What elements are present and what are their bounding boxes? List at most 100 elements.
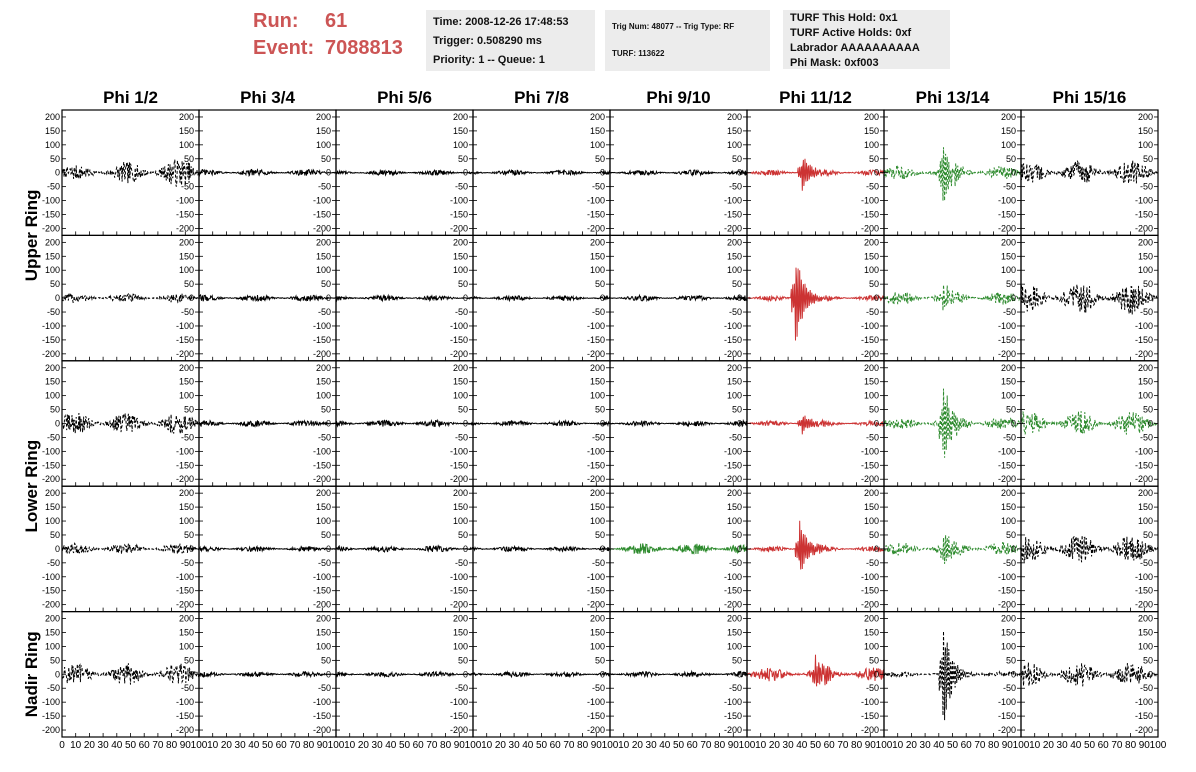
y-tick-label: -50 [592,307,605,317]
y-tick-label: 150 [864,377,879,387]
y-tick-label: 100 [1138,391,1153,401]
y-tick-label: 50 [595,405,605,415]
waveform-trace [884,534,1022,564]
x-tick-label: 70 [974,740,986,751]
y-tick-label: 200 [1001,614,1016,624]
x-tick-label: 60 [687,740,699,751]
y-tick-label: -200 [450,223,468,233]
y-tick-label: -50 [729,307,742,317]
y-tick-label: 0 [189,168,194,178]
y-tick-label: 100 [727,265,742,275]
y-tick-label: 50 [1006,154,1016,164]
y-tick-label: 0 [326,419,331,429]
y-tick-label: 0 [1011,544,1016,554]
y-tick-label: -50 [318,558,331,568]
y-tick-label: -200 [998,474,1016,484]
y-tick-label: 0 [737,419,742,429]
waveform-trace [1020,160,1159,184]
y-tick-label: -50 [318,182,331,192]
y-tick-label: 50 [458,405,468,415]
x-tick-label: 60 [139,740,151,751]
y-tick-label: -200 [861,600,879,610]
y-tick-label: 100 [1138,641,1153,651]
y-tick-label: 200 [1138,614,1153,624]
y-tick-label: -200 [42,725,60,735]
x-tick-label: 20 [1043,740,1055,751]
y-tick-label: 150 [1138,628,1153,638]
x-tick-label: 100 [328,740,345,751]
y-tick-label: 200 [590,112,605,122]
y-tick-label: -100 [313,446,331,456]
y-tick-label: -100 [1135,697,1153,707]
ring-label: Upper Ring [22,190,41,282]
labrador-line: Labrador AAAAAAAAAA [790,42,920,54]
y-tick-label: 50 [458,655,468,665]
y-tick-label: -200 [861,349,879,359]
x-tick-label: 10 [70,740,82,751]
y-tick-label: -100 [313,321,331,331]
y-tick-label: -100 [450,697,468,707]
x-tick-label: 70 [426,740,438,751]
y-tick-label: -100 [313,572,331,582]
y-tick-label: 200 [453,237,468,247]
waveform-trace [883,388,1022,458]
y-tick-label: -100 [861,321,879,331]
waveform-trace [61,412,200,434]
waveform-trace [335,418,474,428]
y-tick-label: -200 [176,600,194,610]
x-tick-label: 50 [1084,740,1096,751]
y-tick-label: 200 [1001,237,1016,247]
waveform-trace [472,419,611,428]
x-tick-label: 90 [1139,740,1151,751]
y-tick-label: -150 [42,711,60,721]
y-tick-label: -50 [1003,307,1016,317]
y-tick-label: 50 [1006,655,1016,665]
x-tick-label: 20 [358,740,370,751]
waveform-trace [746,520,885,570]
y-tick-label: 50 [1006,279,1016,289]
x-tick-label: 70 [1111,740,1123,751]
x-tick-label: 50 [947,740,959,751]
y-tick-label: -200 [724,349,742,359]
y-tick-label: -100 [587,446,605,456]
y-tick-label: 0 [326,168,331,178]
y-tick-label: 100 [179,391,194,401]
y-tick-label: -200 [861,725,879,735]
y-tick-label: -50 [866,307,879,317]
y-tick-label: 200 [179,614,194,624]
x-tick-label: 100 [465,740,482,751]
y-tick-label: 0 [1011,293,1016,303]
y-tick-label: 200 [1138,488,1153,498]
y-tick-label: -200 [42,349,60,359]
y-tick-label: -200 [724,600,742,610]
waveform-trace [198,293,337,303]
y-tick-label: 0 [1148,669,1153,679]
y-tick-label: -150 [1135,586,1153,596]
y-tick-label: 0 [1011,419,1016,429]
y-tick-label: -150 [587,335,605,345]
y-tick-label: 150 [1001,251,1016,261]
column-header: Phi 13/14 [916,88,990,107]
y-tick-label: 50 [321,530,331,540]
x-tick-label: 50 [673,740,685,751]
y-tick-label: 150 [316,126,331,136]
turf-hold-line: TURF This Hold: 0x1 [790,12,898,24]
y-tick-label: -150 [587,711,605,721]
y-tick-label: 0 [600,293,605,303]
y-tick-label: 100 [45,641,60,651]
y-tick-label: 100 [864,391,879,401]
y-tick-label: -100 [176,446,194,456]
y-tick-label: -50 [1140,432,1153,442]
y-tick-label: 100 [727,516,742,526]
y-tick-label: 200 [316,363,331,373]
waveform-trace [61,663,200,685]
y-tick-label: 150 [453,126,468,136]
column-header: Phi 11/12 [779,88,852,107]
waveform-trace [747,415,885,435]
x-tick-label: 40 [248,740,260,751]
y-tick-label: 0 [1148,168,1153,178]
y-tick-label: 100 [316,391,331,401]
x-tick-label: 90 [728,740,740,751]
y-tick-label: 50 [50,655,60,665]
waveform-trace [61,159,200,187]
